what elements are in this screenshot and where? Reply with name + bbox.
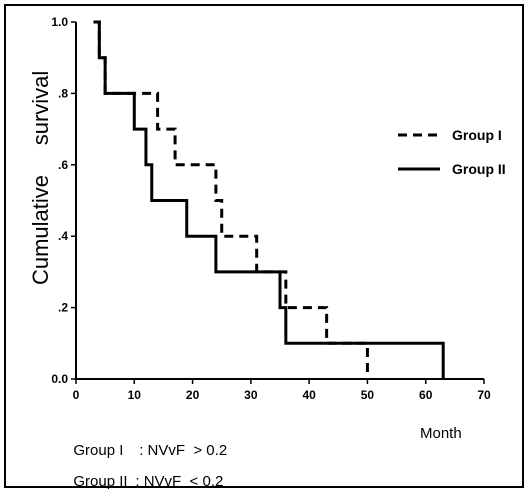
x-tick-label: 10	[128, 388, 142, 402]
y-tick-label: .4	[58, 229, 68, 243]
figure-frame	[4, 4, 524, 488]
x-tick-label: 0	[73, 388, 80, 402]
legend: Group I Group II	[398, 127, 506, 177]
footnote-group-2-sep: :	[135, 473, 140, 490]
footnote-group-2-criterion: NVvF < 0.2	[143, 473, 224, 490]
y-tick-label: .6	[58, 158, 68, 172]
y-axis-label-cumulative: Cumulative	[28, 175, 53, 285]
x-tick-label: 30	[244, 388, 258, 402]
y-tick-label: .8	[58, 86, 68, 100]
legend-label-group-1: Group I	[452, 127, 502, 143]
x-tick-label: 20	[186, 388, 200, 402]
footnote-group-2: Group II: NVvF < 0.2	[65, 456, 223, 490]
ticks: 0 10 20 30 40 50 60 70 0.0 .2 .4 .6 .8 1.0	[51, 15, 491, 402]
x-axis-label: Month	[420, 425, 462, 442]
series-line-group-2	[93, 20, 445, 379]
x-tick-label: 40	[302, 388, 316, 402]
y-tick-label: .2	[58, 301, 68, 315]
series-lines	[93, 20, 445, 379]
footnote-group-1-sep: :	[139, 442, 144, 459]
footnote-group-1-name: Group I	[73, 442, 124, 459]
y-tick-label: 1.0	[51, 15, 68, 29]
footnote-group-1: Group I: NVvF > 0.2	[65, 425, 227, 459]
y-axis-label-survival: survival	[28, 71, 53, 146]
x-tick-label: 70	[477, 388, 491, 402]
x-tick-label: 60	[419, 388, 433, 402]
x-tick-label: 50	[361, 388, 375, 402]
footnote-group-2-name: Group II	[73, 473, 128, 490]
series-line-group-1	[93, 20, 369, 379]
y-tick-label: 0.0	[51, 372, 68, 386]
footnote-group-1-criterion: NVvF > 0.2	[147, 442, 228, 459]
legend-label-group-2: Group II	[452, 161, 506, 177]
axes	[75, 22, 484, 380]
